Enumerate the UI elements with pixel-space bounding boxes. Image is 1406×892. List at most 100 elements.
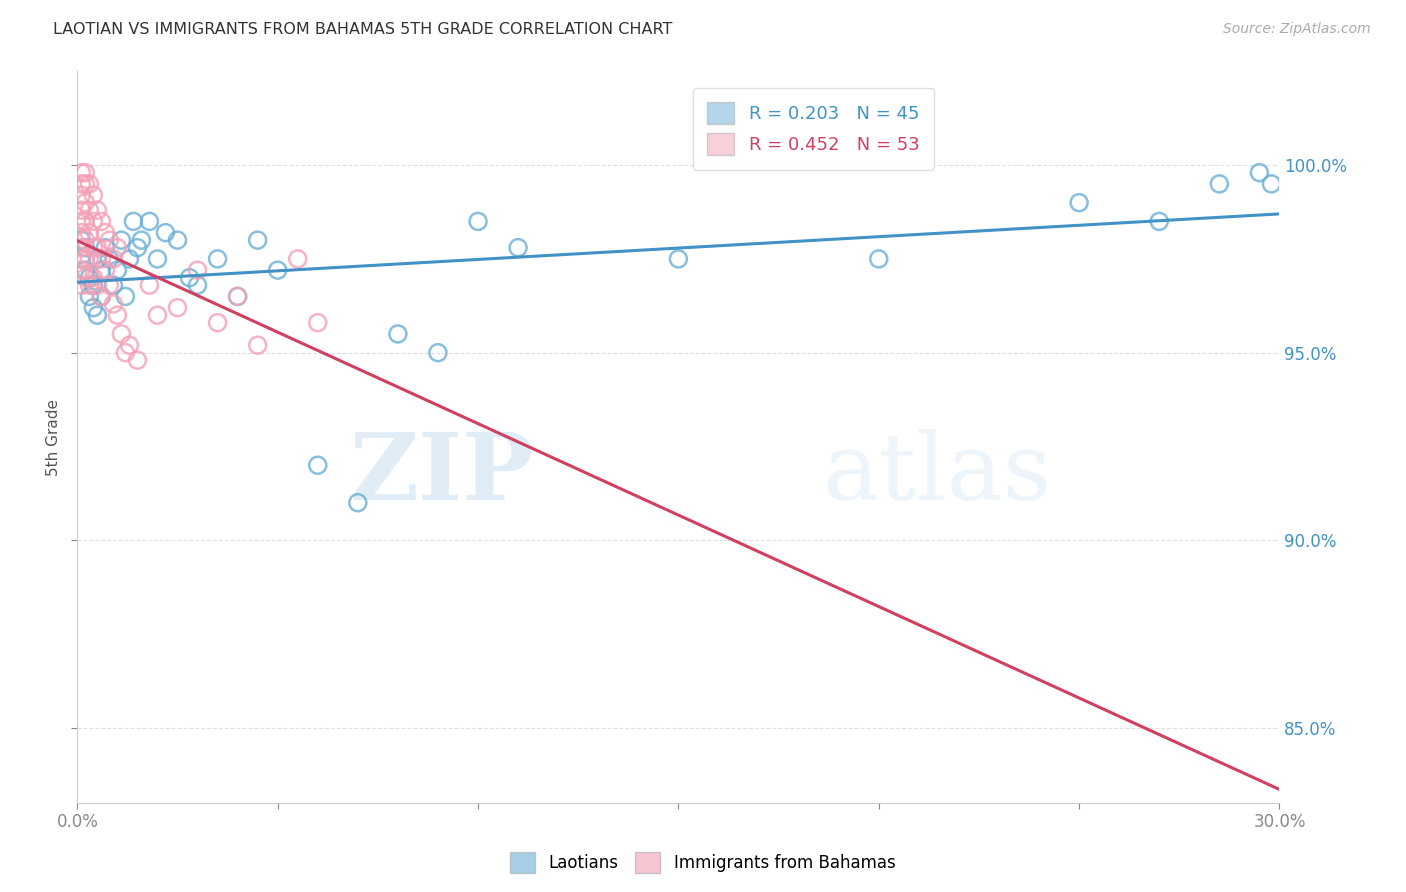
- Point: [75, 195, 97, 210]
- Point: [98, 233, 121, 247]
- Point: [187, 278, 209, 293]
- Point: [90, 263, 112, 277]
- Point: [110, 233, 132, 247]
- Text: Source: ZipAtlas.com: Source: ZipAtlas.com: [1223, 22, 1371, 37]
- Text: ZIP: ZIP: [350, 429, 534, 518]
- Point: [98, 252, 121, 266]
- Point: [146, 308, 169, 322]
- Point: [118, 252, 141, 266]
- Point: [166, 301, 188, 315]
- Point: [75, 241, 97, 255]
- Point: [1069, 195, 1091, 210]
- Point: [70, 166, 93, 180]
- Point: [114, 345, 136, 359]
- Point: [107, 241, 129, 255]
- Point: [70, 226, 93, 240]
- Point: [103, 278, 125, 293]
- Point: [467, 214, 489, 228]
- Point: [70, 177, 93, 191]
- Point: [75, 177, 97, 191]
- Point: [267, 263, 290, 277]
- Point: [75, 270, 97, 285]
- Legend: Laotians, Immigrants from Bahamas: Laotians, Immigrants from Bahamas: [503, 846, 903, 880]
- Point: [427, 345, 450, 359]
- Point: [110, 326, 132, 341]
- Point: [246, 338, 269, 352]
- Point: [1260, 177, 1282, 191]
- Point: [668, 252, 690, 266]
- Point: [82, 270, 104, 285]
- Legend: R = 0.203   N = 45, R = 0.452   N = 53: R = 0.203 N = 45, R = 0.452 N = 53: [693, 87, 934, 169]
- Point: [98, 278, 121, 293]
- Point: [127, 241, 149, 255]
- Point: [86, 241, 108, 255]
- Point: [82, 214, 104, 228]
- Point: [75, 166, 97, 180]
- Text: atlas: atlas: [823, 429, 1052, 518]
- Point: [226, 289, 249, 303]
- Point: [82, 241, 104, 255]
- Point: [207, 316, 229, 330]
- Point: [90, 289, 112, 303]
- Point: [79, 226, 101, 240]
- Point: [70, 252, 93, 266]
- Point: [70, 214, 93, 228]
- Point: [107, 263, 129, 277]
- Point: [79, 177, 101, 191]
- Point: [107, 308, 129, 322]
- Text: LAOTIAN VS IMMIGRANTS FROM BAHAMAS 5TH GRADE CORRELATION CHART: LAOTIAN VS IMMIGRANTS FROM BAHAMAS 5TH G…: [53, 22, 673, 37]
- Point: [79, 270, 101, 285]
- Point: [103, 252, 125, 266]
- Point: [1249, 166, 1271, 180]
- Point: [79, 289, 101, 303]
- Point: [94, 241, 117, 255]
- Point: [226, 289, 249, 303]
- Point: [103, 297, 125, 311]
- Point: [86, 252, 108, 266]
- Point: [179, 270, 201, 285]
- Point: [207, 252, 229, 266]
- Point: [307, 316, 329, 330]
- Point: [82, 188, 104, 202]
- Y-axis label: 5th Grade: 5th Grade: [46, 399, 62, 475]
- Point: [70, 188, 93, 202]
- Point: [1149, 214, 1171, 228]
- Point: [307, 458, 329, 473]
- Point: [86, 308, 108, 322]
- Point: [82, 301, 104, 315]
- Point: [1208, 177, 1230, 191]
- Point: [287, 252, 309, 266]
- Point: [246, 233, 269, 247]
- Point: [155, 226, 177, 240]
- Point: [138, 214, 160, 228]
- Point: [79, 278, 101, 293]
- Point: [122, 214, 145, 228]
- Point: [131, 233, 153, 247]
- Point: [868, 252, 890, 266]
- Point: [86, 203, 108, 218]
- Point: [146, 252, 169, 266]
- Point: [75, 252, 97, 266]
- Point: [127, 353, 149, 368]
- Point: [387, 326, 409, 341]
- Point: [75, 233, 97, 247]
- Point: [82, 278, 104, 293]
- Point: [75, 263, 97, 277]
- Point: [90, 252, 112, 266]
- Point: [94, 226, 117, 240]
- Point: [70, 241, 93, 255]
- Point: [70, 203, 93, 218]
- Point: [79, 252, 101, 266]
- Point: [70, 263, 93, 277]
- Point: [347, 496, 370, 510]
- Point: [166, 233, 188, 247]
- Point: [70, 233, 93, 247]
- Point: [118, 338, 141, 352]
- Point: [187, 263, 209, 277]
- Point: [86, 278, 108, 293]
- Point: [70, 252, 93, 266]
- Point: [138, 278, 160, 293]
- Point: [90, 214, 112, 228]
- Point: [114, 289, 136, 303]
- Point: [79, 203, 101, 218]
